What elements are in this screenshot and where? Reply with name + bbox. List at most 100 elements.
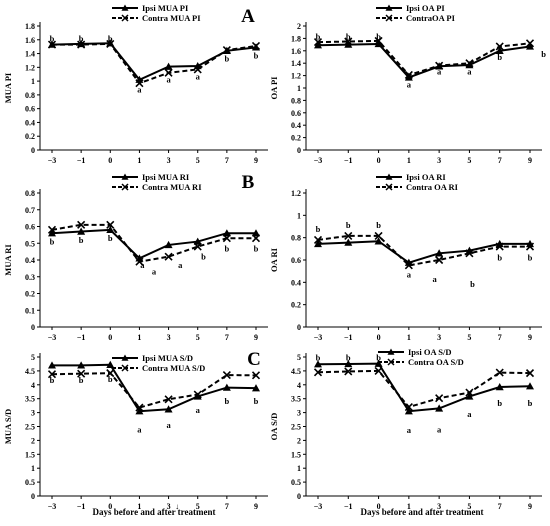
data-point-x: [435, 255, 444, 265]
significance-label: b: [224, 243, 229, 253]
significance-label: b: [376, 32, 381, 42]
legend-label: Contra OA RI: [406, 182, 459, 192]
legend-label: Ipsi MUA S/D: [142, 353, 193, 363]
significance-label: a: [166, 75, 171, 85]
significance-label: a: [467, 409, 472, 419]
y-tick-label: 0.8: [291, 96, 301, 105]
y-axis-label: OA RI: [269, 247, 279, 272]
data-point-x: [47, 225, 57, 234]
legend-swatch-marker: [387, 348, 395, 355]
x-tick-label: 5: [196, 156, 200, 165]
data-point-triangle: [222, 383, 231, 391]
significance-label: b: [79, 235, 84, 245]
x-tick-label: −3: [48, 156, 57, 165]
data-point-triangle: [465, 61, 474, 69]
y-tick-label: 4: [297, 381, 301, 390]
x-tick-label: 0: [108, 156, 112, 165]
x-tick-label: −1: [77, 502, 86, 511]
significance-label: b: [376, 220, 381, 230]
significance-label: a: [407, 79, 412, 89]
x-tick-extra-label: ↓: [175, 502, 179, 511]
series-line-2: [52, 42, 257, 85]
data-point-x: [404, 261, 413, 270]
y-tick-label: 0.8: [25, 189, 35, 198]
x-tick-label: −1: [344, 156, 353, 165]
y-tick-label: 1.8: [25, 22, 35, 31]
y-tick-label: 0.3: [25, 273, 35, 282]
x-tick-label: 9: [254, 333, 258, 342]
significance-label: a: [196, 405, 201, 415]
data-point-x: [106, 39, 115, 48]
x-tick-label: 7: [225, 502, 229, 511]
y-tick-label: 0.1: [25, 306, 35, 315]
x-tick-label: 5: [467, 333, 471, 342]
significance-label: a: [137, 84, 142, 94]
y-tick-label: 0: [31, 146, 35, 155]
significance-label: a: [140, 260, 145, 270]
data-point-triangle: [252, 229, 260, 237]
data-point-x: [495, 42, 504, 51]
y-tick-label: 1: [297, 84, 301, 93]
y-tick-label: 0: [31, 323, 35, 332]
y-tick-label: 0.2: [25, 132, 35, 141]
y-tick-label: 0: [31, 492, 35, 501]
y-tick-label: 5: [297, 353, 301, 362]
y-axis-label: MUA S/D: [3, 409, 13, 444]
y-tick-label: 3.5: [291, 395, 301, 404]
y-tick-label: 1: [297, 211, 301, 220]
y-tick-label: 2: [297, 22, 301, 31]
data-point-x: [164, 68, 173, 77]
y-tick-label: 1.5: [25, 450, 35, 459]
data-point-x: [193, 390, 202, 399]
x-tick-label: 5: [467, 502, 471, 511]
data-point-triangle: [344, 238, 353, 246]
legend-label: Contra MUA S/D: [142, 363, 205, 373]
y-tick-label: 4.5: [291, 367, 301, 376]
series-line-2: [51, 223, 256, 263]
x-tick-label: 1: [407, 502, 411, 511]
y-axis-label: OA PI: [269, 76, 279, 100]
data-point-x: [435, 394, 444, 403]
significance-label: b: [108, 33, 113, 43]
data-point-triangle: [374, 237, 383, 245]
x-tick-label: −1: [344, 502, 353, 511]
significance-label: a: [437, 424, 442, 434]
legend-swatch-marker: [121, 14, 129, 22]
y-tick-label: 2.5: [25, 423, 35, 432]
x-tick-label: 1: [137, 156, 141, 165]
y-tick-label: 0.4: [291, 121, 301, 130]
data-point-triangle: [435, 249, 444, 257]
x-tick-label: 9: [528, 502, 532, 511]
y-tick-label: 1.4: [25, 50, 35, 59]
series-line-2: [317, 369, 531, 409]
panel-a-mua-pi: 0 0.2 0.4 0.6 0.8 1 1.2 1.4 1.6 1.8 −3 −1 0 1 3 5 7 9 MUA …: [3, 3, 268, 165]
y-tick-label: 0.6: [291, 109, 301, 118]
x-tick-label: 1: [137, 333, 141, 342]
data-point-triangle: [193, 237, 202, 245]
data-point-x: [495, 368, 504, 377]
significance-label: b: [79, 33, 84, 43]
data-point-x: [465, 388, 474, 397]
significance-label: b: [346, 353, 351, 363]
y-tick-label: 0: [297, 492, 301, 501]
legend-swatch-marker: [121, 183, 129, 191]
panel-letter: B: [242, 172, 255, 193]
y-axis-label: MUA PI: [3, 72, 13, 103]
y-tick-label: 5: [31, 353, 35, 362]
y-tick-label: 0.5: [291, 478, 301, 487]
x-tick-label: −3: [314, 502, 323, 511]
data-point-triangle: [164, 62, 173, 70]
legend-label: Ipsi MUA RI: [142, 172, 190, 182]
x-tick-label: 0: [108, 333, 112, 342]
data-point-x: [374, 366, 383, 375]
significance-label: a: [178, 260, 183, 270]
data-point-x: [404, 402, 413, 412]
data-point-x: [47, 370, 57, 379]
data-point-x: [525, 369, 535, 378]
x-tick-label: 1: [407, 333, 411, 342]
data-point-x: [313, 38, 323, 47]
data-point-triangle: [135, 407, 144, 415]
y-tick-label: 2: [297, 436, 301, 445]
data-point-triangle: [465, 392, 474, 400]
legend-swatch-marker: [121, 364, 129, 372]
